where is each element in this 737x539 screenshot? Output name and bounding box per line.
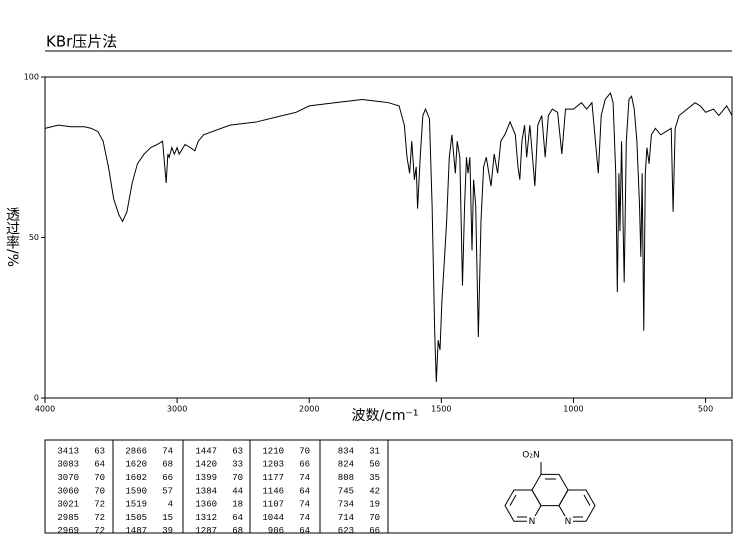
peak-transmittance: 70	[369, 513, 380, 523]
peak-transmittance: 19	[369, 500, 380, 510]
peak-wavenumber: 1146	[262, 486, 284, 496]
atom-label: N	[529, 517, 536, 527]
peak-transmittance: 74	[299, 473, 310, 483]
peak-transmittance: 50	[369, 460, 380, 470]
peak-wavenumber: 734	[338, 500, 354, 510]
peak-wavenumber: 1620	[125, 460, 147, 470]
peak-wavenumber: 1203	[262, 460, 284, 470]
peak-transmittance: 74	[299, 500, 310, 510]
peak-wavenumber: 1420	[195, 460, 217, 470]
peak-transmittance: 64	[94, 460, 105, 470]
substituent-label: O₂N	[522, 451, 539, 461]
peak-transmittance: 63	[94, 446, 105, 456]
peak-wavenumber: 1044	[262, 513, 284, 523]
spectrum-line	[44, 91, 733, 382]
x-tick-label: 500	[698, 405, 713, 414]
peak-wavenumber: 824	[338, 460, 354, 470]
y-tick-label: 50	[29, 233, 39, 242]
peak-wavenumber: 3413	[57, 446, 79, 456]
peak-wavenumber: 3021	[57, 500, 79, 510]
peak-wavenumber: 1602	[125, 473, 147, 483]
peak-transmittance: 64	[232, 513, 243, 523]
peak-wavenumber: 808	[338, 473, 354, 483]
peak-transmittance: 35	[369, 473, 380, 483]
peak-transmittance: 64	[299, 526, 310, 536]
peak-wavenumber: 906	[268, 526, 284, 536]
peak-transmittance: 72	[94, 526, 105, 536]
peak-wavenumber: 1107	[262, 500, 284, 510]
x-axis-label: 波数/cm⁻¹	[351, 408, 418, 424]
chart-title: KBr压片法	[46, 33, 117, 51]
x-tick-label: 4000	[35, 405, 55, 414]
peak-wavenumber: 2866	[125, 446, 147, 456]
x-tick-label: 1500	[431, 405, 451, 414]
x-tick-label: 3000	[167, 405, 187, 414]
y-tick-label: 0	[34, 394, 39, 403]
peak-transmittance: 42	[369, 486, 380, 496]
peak-wavenumber: 714	[338, 513, 354, 523]
peak-wavenumber: 1519	[125, 500, 147, 510]
peak-transmittance: 18	[232, 500, 243, 510]
peak-transmittance: 4	[168, 500, 173, 510]
atom-mask	[527, 516, 537, 526]
peak-wavenumber: 3070	[57, 473, 79, 483]
peak-transmittance: 70	[299, 446, 310, 456]
peak-wavenumber: 834	[338, 446, 354, 456]
y-tick-label: 100	[24, 73, 39, 82]
plot-frame	[44, 76, 733, 399]
peak-transmittance: 15	[162, 513, 173, 523]
peak-transmittance: 72	[94, 500, 105, 510]
peak-wavenumber: 1505	[125, 513, 147, 523]
molecule-structure	[504, 462, 596, 522]
peak-transmittance: 68	[162, 460, 173, 470]
peak-wavenumber: 1447	[195, 446, 217, 456]
peak-wavenumber: 1399	[195, 473, 217, 483]
peak-wavenumber: 1487	[125, 526, 147, 536]
peak-wavenumber: 623	[338, 526, 354, 536]
y-axis-label: 透过率/%	[4, 207, 20, 267]
peak-wavenumber: 1312	[195, 513, 217, 523]
table-dividers	[112, 440, 389, 533]
peak-wavenumber: 745	[338, 486, 354, 496]
peak-transmittance: 74	[299, 513, 310, 523]
peak-wavenumber: 1360	[195, 500, 217, 510]
peak-transmittance: 74	[162, 446, 173, 456]
peak-wavenumber: 2985	[57, 513, 79, 523]
peak-transmittance: 70	[232, 473, 243, 483]
x-tick-label: 1000	[563, 405, 583, 414]
x-tick-label: 2000	[299, 405, 319, 414]
atom-mask	[563, 516, 573, 526]
peak-transmittance: 63	[232, 446, 243, 456]
peak-transmittance: 66	[299, 460, 310, 470]
peak-wavenumber: 2969	[57, 526, 79, 536]
peak-transmittance: 44	[232, 486, 243, 496]
peak-wavenumber: 3083	[57, 460, 79, 470]
peak-transmittance: 70	[94, 486, 105, 496]
peak-transmittance: 66	[162, 473, 173, 483]
peak-transmittance: 66	[369, 526, 380, 536]
peak-wavenumber: 3060	[57, 486, 79, 496]
peak-wavenumber: 1287	[195, 526, 217, 536]
peak-wavenumber: 1177	[262, 473, 284, 483]
peak-transmittance: 57	[162, 486, 173, 496]
peak-transmittance: 33	[232, 460, 243, 470]
peak-wavenumber: 1210	[262, 446, 284, 456]
peak-transmittance: 70	[94, 473, 105, 483]
peak-wavenumber: 1590	[125, 486, 147, 496]
atom-label: N	[565, 517, 572, 527]
peak-transmittance: 72	[94, 513, 105, 523]
peak-transmittance: 64	[299, 486, 310, 496]
peak-transmittance: 31	[369, 446, 380, 456]
peak-transmittance: 68	[232, 526, 243, 536]
peak-wavenumber: 1384	[195, 486, 217, 496]
peak-transmittance: 39	[162, 526, 173, 536]
